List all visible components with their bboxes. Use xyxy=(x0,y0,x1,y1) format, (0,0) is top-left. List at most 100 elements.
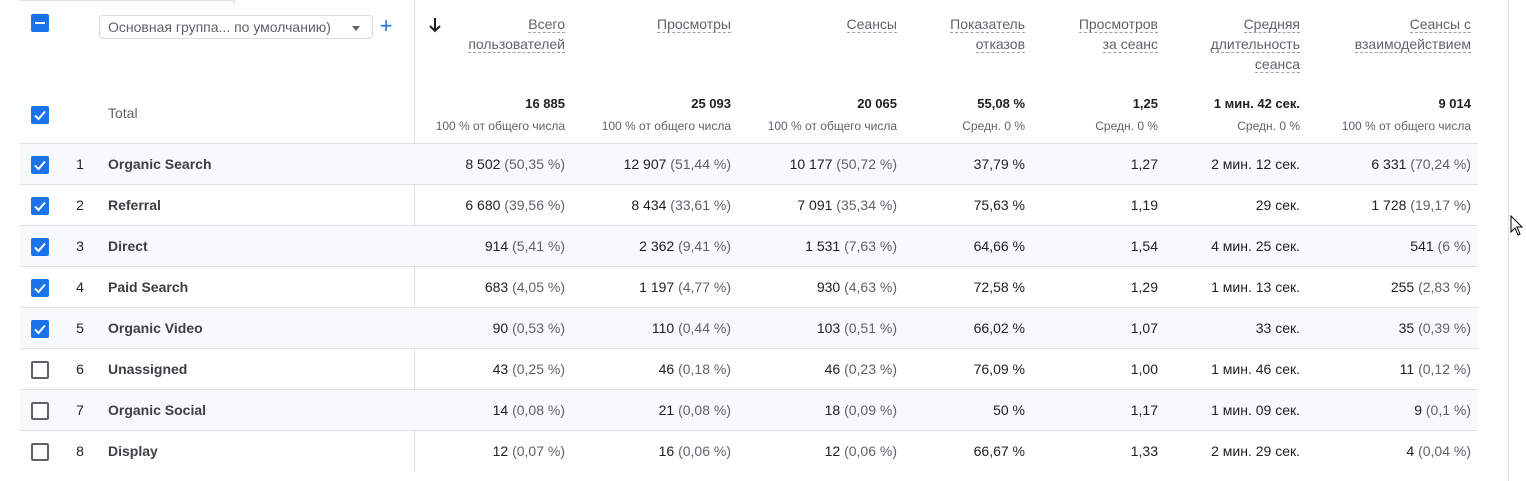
cell-percent: (9,41 %) xyxy=(678,238,731,254)
metric-cell: 1,17 xyxy=(998,390,1158,430)
table-row[interactable]: 8 Display 12 (0,07 %) 16 (0,06 %) 12 (0,06 %… xyxy=(20,430,1478,471)
cell-value: 1,29 xyxy=(1130,279,1158,295)
check-icon xyxy=(34,324,46,335)
row-checkbox[interactable] xyxy=(31,320,49,338)
metric-cell: 16 (0,06 %) xyxy=(571,431,731,471)
metric-cell: 683 (4,05 %) xyxy=(405,267,565,307)
add-dimension-button[interactable]: + xyxy=(379,13,393,38)
channel-name[interactable]: Referral xyxy=(108,197,161,213)
cell-value: 1,33 xyxy=(1130,443,1158,459)
check-icon xyxy=(34,110,46,121)
channel-name[interactable]: Unassigned xyxy=(108,361,188,377)
total-label: Total xyxy=(108,105,138,121)
channel-name[interactable]: Display xyxy=(108,443,158,459)
metric-header-label: Средняя xyxy=(1243,16,1300,33)
cell-percent: (50,72 %) xyxy=(836,156,897,172)
cell-value: 37,79 % xyxy=(973,156,1025,172)
row-checkbox[interactable] xyxy=(31,279,49,297)
cell-percent: (0,04 %) xyxy=(1418,443,1471,459)
cell-percent: (5,41 %) xyxy=(512,238,565,254)
cell-percent: (2,83 %) xyxy=(1418,279,1471,295)
top-divider xyxy=(20,0,235,1)
table-row[interactable]: 4 Paid Search 683 (4,05 %) 1 197 (4,77 %) 93… xyxy=(20,266,1478,307)
channel-name[interactable]: Organic Video xyxy=(108,320,203,336)
metric-cell: 6 331 (70,24 %) xyxy=(1311,144,1471,184)
metric-header-label: отказов xyxy=(975,36,1025,53)
metric-cell: 12 (0,06 %) xyxy=(737,431,897,471)
total-row-checkbox[interactable] xyxy=(31,106,49,124)
select-all-indeterminate-checkbox[interactable] xyxy=(31,14,49,32)
total-subtext: 100 % от общего числа xyxy=(1341,119,1471,133)
cell-value: 12 907 xyxy=(623,156,667,172)
cell-value: 4 xyxy=(1406,443,1415,459)
channel-name[interactable]: Organic Social xyxy=(108,402,207,418)
cell-value: 6 680 xyxy=(465,197,501,213)
channel-name[interactable]: Direct xyxy=(108,238,148,254)
cell-value: 76,09 % xyxy=(973,361,1025,377)
total-subtext: 100 % от общего числа xyxy=(767,119,897,133)
row-checkbox[interactable] xyxy=(31,238,49,256)
cell-value: 11 xyxy=(1399,361,1415,377)
row-checkbox[interactable] xyxy=(31,361,49,379)
cell-percent: (0,25 %) xyxy=(512,361,565,377)
metric-cell: 37,79 % xyxy=(865,144,1025,184)
cell-value: 1,19 xyxy=(1130,197,1158,213)
table-row[interactable]: 1 Organic Search 8 502 (50,35 %) 12 907 (51… xyxy=(20,143,1478,184)
metric-header-label: Всего xyxy=(528,16,565,33)
metric-cell: 43 (0,25 %) xyxy=(405,349,565,389)
cell-value: 1 531 xyxy=(805,238,841,254)
cell-value: 110 xyxy=(651,320,675,336)
cell-value: 16 xyxy=(658,443,675,459)
row-checkbox[interactable] xyxy=(31,402,49,420)
cell-value: 8 502 xyxy=(465,156,501,172)
metric-cell: 1,54 xyxy=(998,226,1158,266)
cell-percent: (4,63 %) xyxy=(844,279,897,295)
cell-percent: (70,24 %) xyxy=(1410,156,1471,172)
metric-header-avg_duration[interactable]: Средняя длительность сеанса xyxy=(1140,14,1300,74)
total-subtext: Средн. 0 % xyxy=(1095,119,1158,133)
channel-name[interactable]: Paid Search xyxy=(108,279,189,295)
total-value: 1 мин. 42 сек. xyxy=(1213,96,1300,111)
cell-percent: (0,51 %) xyxy=(844,320,897,336)
table-row[interactable]: 6 Unassigned 43 (0,25 %) 46 (0,18 %) 46 (0,2… xyxy=(20,348,1478,389)
metric-header-users[interactable]: Всего пользователей xyxy=(405,14,565,54)
metric-cell: 75,63 % xyxy=(865,185,1025,225)
table-row[interactable]: 3 Direct 914 (5,41 %) 2 362 (9,41 %) 1 531 (… xyxy=(20,225,1478,266)
row-checkbox[interactable] xyxy=(31,443,49,461)
channel-name[interactable]: Organic Search xyxy=(108,156,212,172)
cell-value: 66,02 % xyxy=(973,320,1025,336)
cell-percent: (0,06 %) xyxy=(844,443,897,459)
scrollbar-track[interactable] xyxy=(1508,0,1509,481)
cell-percent: (0,18 %) xyxy=(678,361,731,377)
metric-header-views_per_session[interactable]: Просмотров за сеанс xyxy=(998,14,1158,54)
cell-value: 2 362 xyxy=(639,238,675,254)
metric-header-bounce[interactable]: Показатель отказов xyxy=(865,14,1025,54)
cell-value: 103 xyxy=(816,320,841,336)
row-checkbox[interactable] xyxy=(31,197,49,215)
metric-cell: 7 091 (35,34 %) xyxy=(737,185,897,225)
cell-value: 14 xyxy=(492,402,509,418)
cell-value: 12 xyxy=(492,443,509,459)
table-row[interactable]: 2 Referral 6 680 (39,56 %) 8 434 (33,61 %) 7… xyxy=(20,184,1478,225)
cell-value: 4 мин. 25 сек. xyxy=(1211,238,1300,254)
cell-value: 12 xyxy=(824,443,841,459)
metric-header-sessions[interactable]: Сеансы xyxy=(737,14,897,34)
cell-value: 43 xyxy=(492,361,509,377)
cell-percent: (35,34 %) xyxy=(836,197,897,213)
metric-header-label: пользователей xyxy=(468,36,565,53)
check-icon xyxy=(34,160,46,171)
row-checkbox[interactable] xyxy=(31,156,49,174)
check-icon xyxy=(34,283,46,294)
metric-header-engaged[interactable]: Сеансы с взаимодействием xyxy=(1311,14,1471,54)
sort-descending-icon[interactable] xyxy=(428,16,442,34)
row-index: 5 xyxy=(76,320,84,336)
cell-value: 1 мин. 13 сек. xyxy=(1211,279,1300,295)
table-row[interactable]: 5 Organic Video 90 (0,53 %) 110 (0,44 %) 103… xyxy=(20,307,1478,348)
table-row[interactable]: 7 Organic Social 14 (0,08 %) 21 (0,08 %) 18 … xyxy=(20,389,1478,430)
cell-value: 21 xyxy=(658,402,675,418)
cell-value: 1 мин. 46 сек. xyxy=(1211,361,1300,377)
dimension-dropdown[interactable]: Основная группа... по умолчанию) xyxy=(99,15,373,39)
metric-cell: 110 (0,44 %) xyxy=(571,308,731,348)
metric-cell: 1 531 (7,63 %) xyxy=(737,226,897,266)
metric-header-views[interactable]: Просмотры xyxy=(571,14,731,34)
